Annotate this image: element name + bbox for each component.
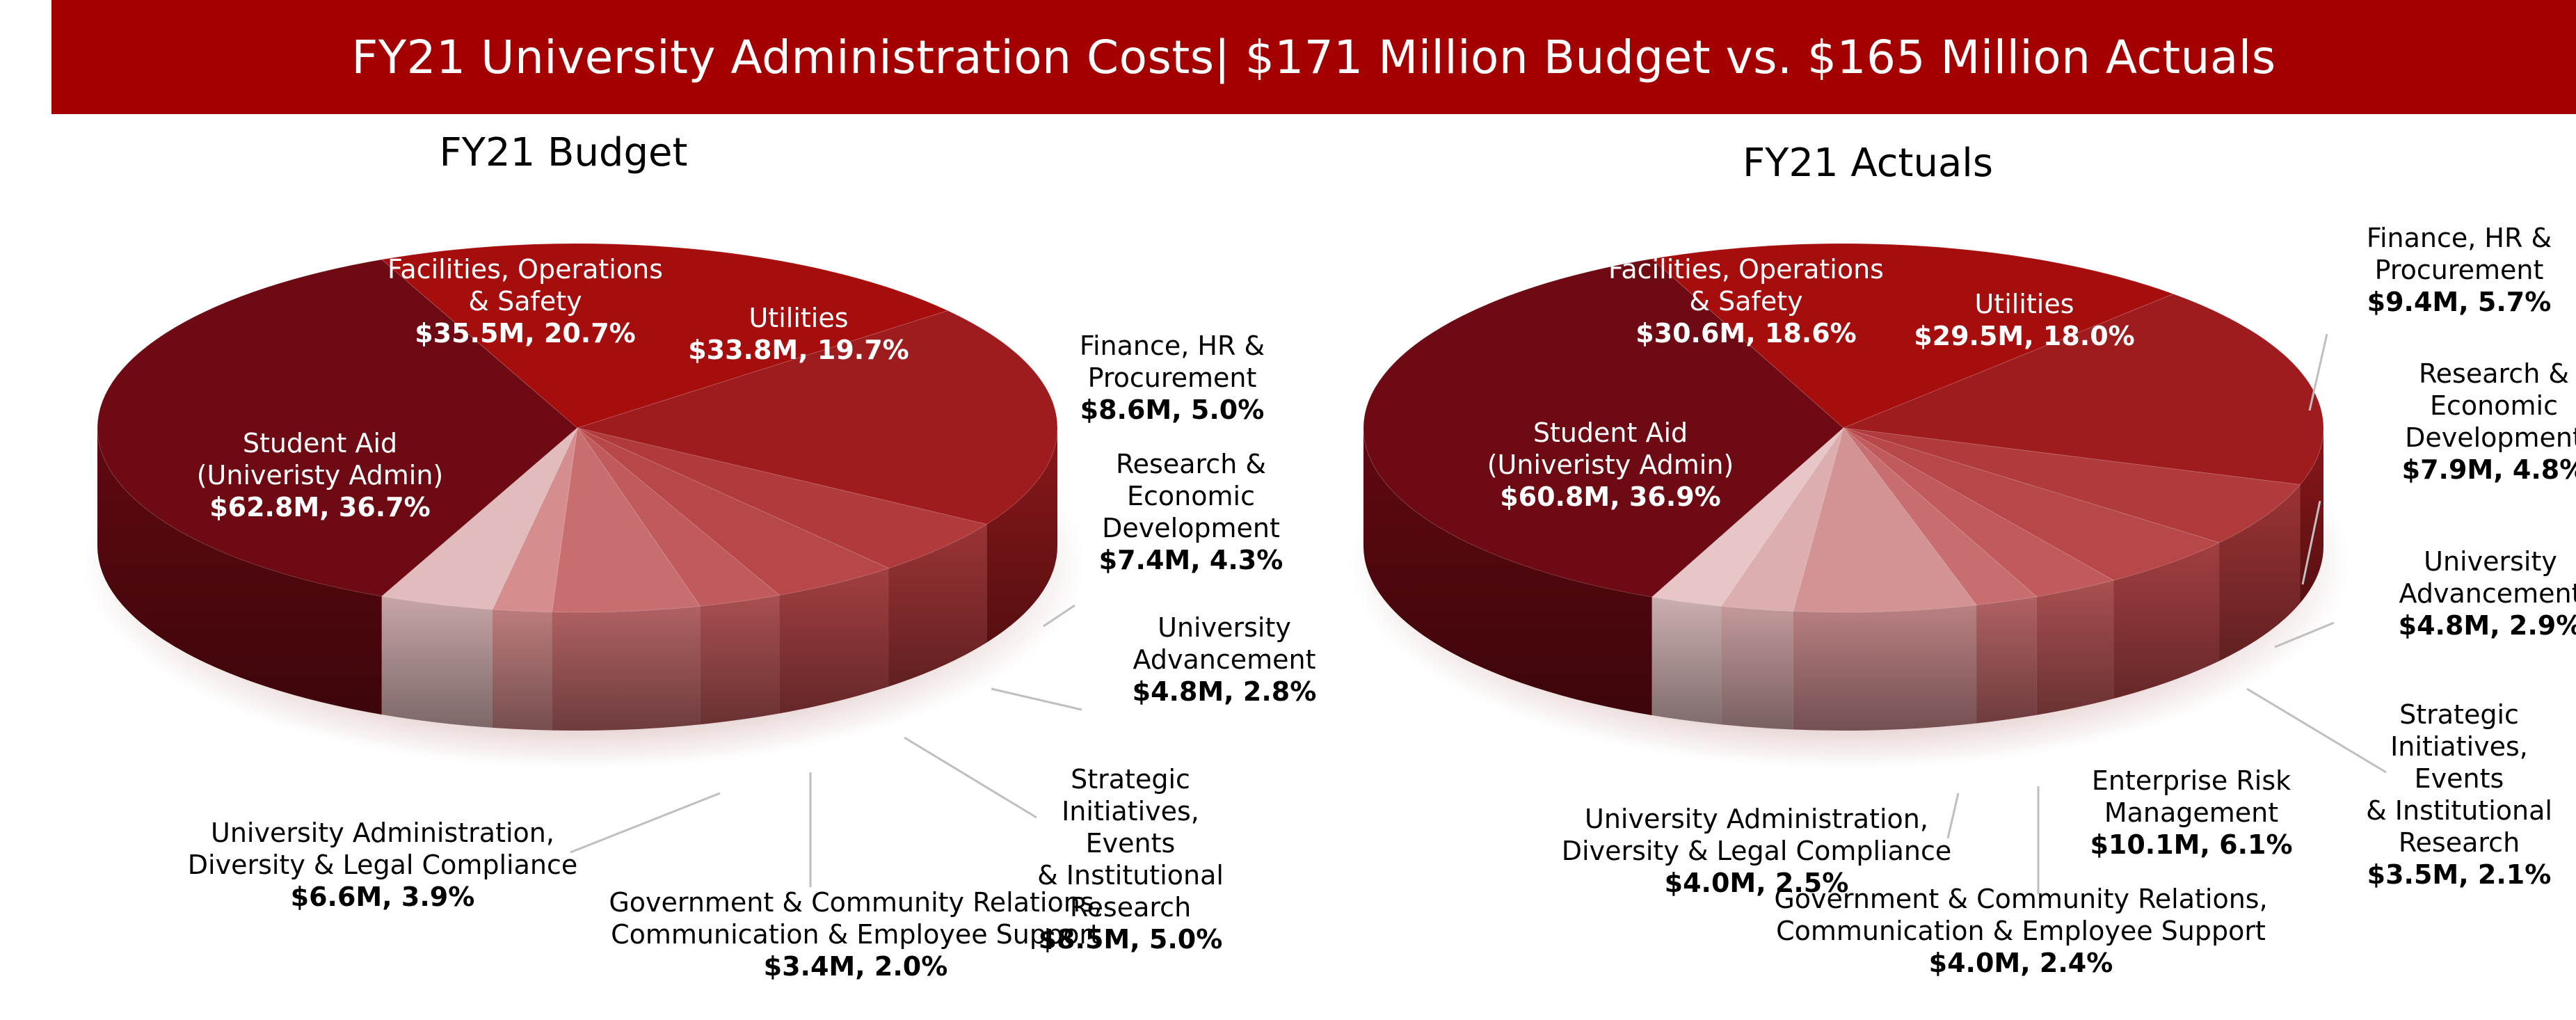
budget-pie-top [97, 243, 1058, 613]
budget-slice-university-advancement [577, 427, 781, 607]
actuals-side-shade [2219, 484, 2301, 661]
actuals-slice-strategic-initiatives-events-institution [1843, 427, 2038, 606]
budget-side-shade [492, 609, 552, 731]
budget-slice-student-aid-univeristy-admin [97, 259, 578, 597]
budget-pie-side [97, 428, 1057, 731]
title-banner: FY21 University Administration Costs| $1… [51, 0, 2576, 114]
budget-label-finance-hr-procurement: Finance, HR & Procurement $8.6M, 5.0% [1080, 330, 1265, 425]
budget-slice-facilities-operations-safety [381, 243, 949, 429]
actuals-label-university-administration-diversity-lega: University Administration, Diversity & Le… [1562, 804, 1951, 898]
actuals-side-shade [1793, 605, 1977, 731]
actuals-side-shade [1721, 606, 1793, 730]
actuals-side-shade [2113, 542, 2220, 699]
actuals-slice-research-economic-development [1843, 427, 2221, 581]
actuals-slice-utilities [1842, 293, 2324, 486]
actuals-side-shade [1651, 596, 1722, 725]
actuals-slice-facilities-operations-safety [1651, 243, 2175, 429]
budget-leader-line [991, 687, 1082, 711]
actuals-pie-top [1363, 243, 2324, 613]
budget-side-shade [97, 428, 382, 715]
actuals-slice-enterprise-risk-management [1793, 427, 1977, 613]
page-title: FY21 University Administration Costs| $1… [351, 30, 2276, 84]
actuals-label-finance-hr-procurement: Finance, HR & Procurement $9.4M, 5.7% [2367, 223, 2552, 317]
budget-side-shade [552, 606, 701, 731]
actuals-leader-line [2246, 687, 2387, 774]
budget-slice-utilities [576, 310, 1058, 525]
budget-side-shade [700, 595, 780, 725]
budget-label-facilities-operations-safety: Facilities, Operations & Safety $35.5M, 20… [387, 254, 663, 349]
budget-label-student-aid-univeristy-admin: Student Aid (Univeristy Admin) $62.8M, 36.… [197, 428, 444, 523]
actuals-label-strategic-initiatives-events-institution: Strategic Initiatives, Events & Institution… [2366, 699, 2552, 890]
actuals-label-university-advancement: University Advancement $4.8M, 2.9% [2399, 546, 2576, 641]
budget-side-shade [888, 524, 987, 687]
budget-slice-research-economic-development [577, 427, 890, 596]
actuals-side-shade [2036, 580, 2114, 715]
budget-slice-finance-hr-procurement [577, 427, 988, 569]
budget-label-university-administration-diversity-lega: University Administration, Diversity & Le… [188, 818, 577, 912]
budget-label-research-economic-development: Research & Economic Development $7.4M, 4.3% [1099, 449, 1283, 575]
actuals-label-utilities: Utilities $29.5M, 18.0% [1914, 289, 2135, 351]
budget-side-shade [986, 428, 1057, 643]
actuals-side-shade [1363, 428, 1652, 715]
actuals-pie-chart: FY21 Actuals Student Aid (Univeristy Admin… [1350, 141, 2576, 978]
budget-slice-university-administration-diversity-lega [381, 427, 578, 610]
actuals-slice-finance-hr-procurement [1843, 427, 2301, 543]
actuals-label-enterprise-risk-management: Enterprise Risk Management $10.1M, 6.1% [2090, 765, 2292, 860]
budget-label-government-community-relations-communica: Government & Community Relations, Communi… [609, 887, 1102, 982]
actuals-slice-government-community-relations-communica [1720, 427, 1844, 612]
actuals-slice-university-administration-diversity-lega [1651, 427, 1844, 607]
actuals-label-student-aid-univeristy-admin: Student Aid (Univeristy Admin) $60.8M, 36.… [1487, 417, 1734, 512]
actuals-leader-line [1946, 792, 1960, 839]
actuals-leader-line [2308, 333, 2328, 411]
actuals-label-government-community-relations-communica: Government & Community Relations, Communi… [1774, 884, 2267, 978]
budget-leader-line [904, 736, 1037, 819]
budget-label-utilities: Utilities $33.8M, 19.7% [688, 303, 909, 365]
budget-slice-strategic-initiatives-events-institution [551, 427, 701, 613]
budget-leader-line [1043, 604, 1075, 628]
budget-label-strategic-initiatives-events-institution: Strategic Initiatives, Events & Institution… [1037, 764, 1224, 955]
actuals-side-shade [1976, 596, 2037, 724]
actuals-leader-line [2274, 621, 2335, 648]
budget-slice-government-community-relations-communica [492, 427, 578, 613]
budget-label-university-advancement: University Advancement $4.8M, 2.8% [1133, 612, 1317, 707]
budget-pie-chart: FY21 Budget Student Aid (Univeristy Admin)… [83, 130, 1316, 982]
actuals-label-research-economic-development: Research & Economic Development $7.9M, 4.8% [2402, 358, 2576, 485]
budget-leader-line [570, 792, 721, 854]
actuals-chart-title: FY21 Actuals [1743, 141, 1993, 186]
budget-chart-title: FY21 Budget [440, 130, 688, 175]
actuals-slice-university-advancement [1843, 427, 2115, 598]
actuals-side-shade [2300, 428, 2323, 603]
actuals-leader-line [2301, 500, 2321, 585]
budget-side-shade [381, 596, 493, 728]
actuals-pie-side [1363, 428, 2323, 731]
actuals-slice-student-aid-univeristy-admin [1363, 258, 1844, 598]
budget-side-shade [779, 568, 889, 714]
actuals-label-facilities-operations-safety: Facilities, Operations & Safety $30.6M, 18… [1608, 254, 1884, 349]
